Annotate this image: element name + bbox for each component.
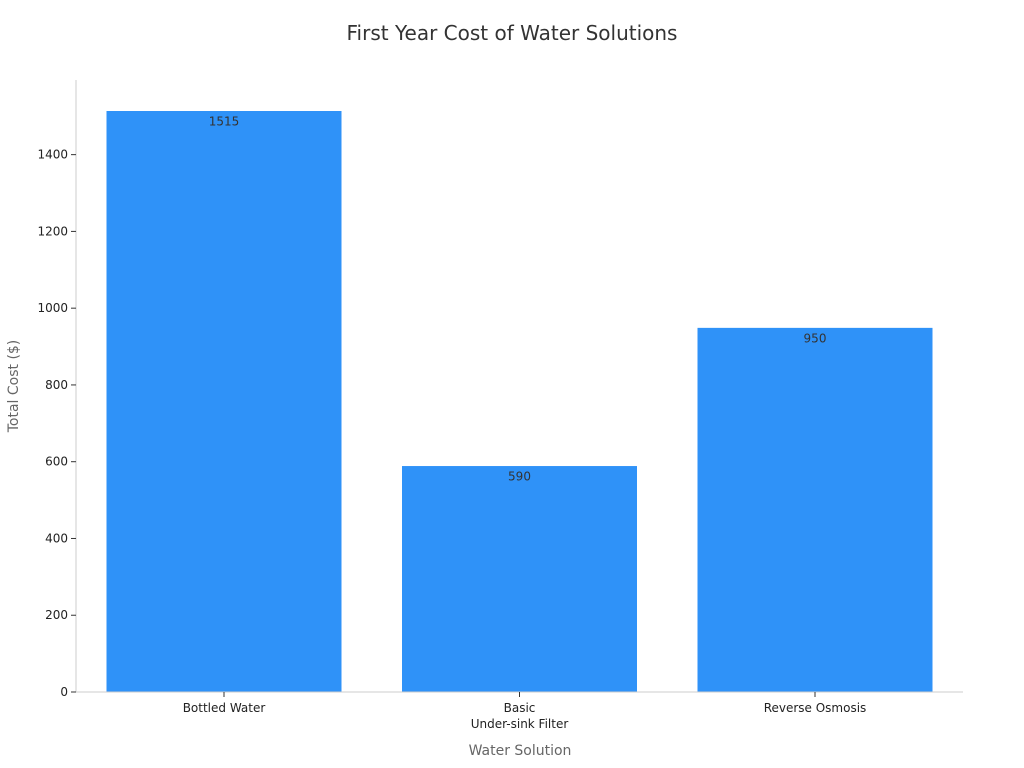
y-axis-label: Total Cost ($) bbox=[6, 340, 22, 434]
x-tick-label-1: Basic Under-sink Filter bbox=[471, 701, 569, 731]
x-axis-label: Water Solution bbox=[469, 743, 572, 759]
data-labels-group: 1515 590 950 bbox=[209, 115, 827, 484]
y-tick-label-3: 600 bbox=[45, 455, 68, 469]
chart-title: First Year Cost of Water Solutions bbox=[347, 21, 678, 45]
y-tick-label-5: 1000 bbox=[37, 301, 68, 315]
y-tick-label-4: 800 bbox=[45, 378, 68, 392]
x-tick-label-line: Under-sink Filter bbox=[471, 717, 569, 731]
data-label-0: 1515 bbox=[209, 115, 240, 129]
x-axis-ticks: Bottled Water Basic Under-sink Filter Rever… bbox=[183, 692, 867, 731]
y-axis-ticks: 0 200 400 600 800 1000 1200 1400 bbox=[37, 148, 76, 699]
y-tick-label-7: 1400 bbox=[37, 148, 68, 162]
y-tick-label-2: 400 bbox=[45, 531, 68, 545]
x-tick-label-line: Basic bbox=[504, 701, 536, 715]
data-label-2: 950 bbox=[804, 331, 827, 345]
y-tick-label-0: 0 bbox=[60, 685, 68, 699]
y-tick-label-1: 200 bbox=[45, 608, 68, 622]
y-tick-label-6: 1200 bbox=[37, 224, 68, 238]
x-tick-label-0: Bottled Water bbox=[183, 701, 266, 715]
bar-2 bbox=[696, 326, 934, 693]
x-tick-label-line: Bottled Water bbox=[183, 701, 266, 715]
x-tick-label-line: Reverse Osmosis bbox=[764, 701, 867, 715]
bar-1 bbox=[401, 465, 638, 693]
bar-0 bbox=[105, 110, 343, 693]
x-tick-label-2: Reverse Osmosis bbox=[764, 701, 867, 715]
data-label-1: 590 bbox=[508, 470, 531, 484]
bars-group bbox=[105, 110, 934, 693]
